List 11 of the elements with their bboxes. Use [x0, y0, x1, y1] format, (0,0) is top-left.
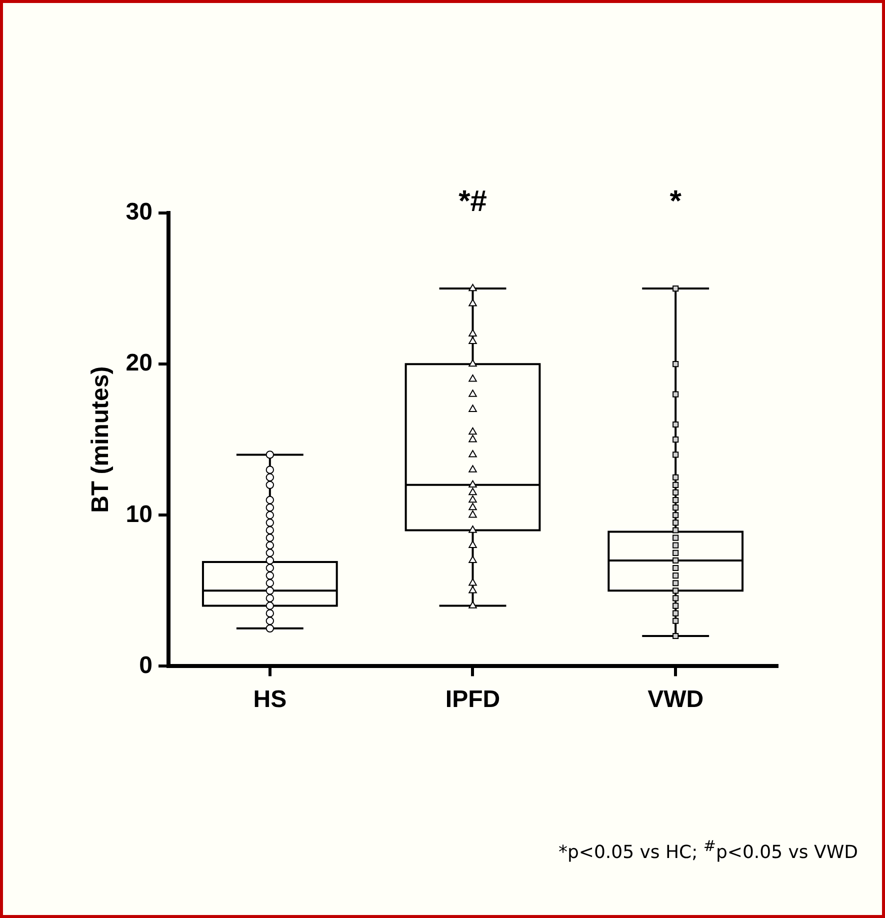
y-tick-label: 30	[126, 198, 152, 226]
y-axis-title: BT (minutes)	[87, 366, 114, 513]
annotation: *	[670, 185, 682, 218]
y-tick-label: 20	[126, 350, 152, 377]
x-tick-label: HS	[253, 686, 287, 714]
y-tick-label: 10	[126, 500, 152, 528]
y-tick-label: 0	[139, 652, 152, 679]
text: *p<0.05 vs HC; $^{#}$p<0.05 vs VWD	[558, 837, 858, 863]
x-tick-label: IPFD	[445, 686, 500, 714]
annotation: *#	[458, 185, 488, 218]
x-tick-label: VWD	[648, 686, 704, 714]
